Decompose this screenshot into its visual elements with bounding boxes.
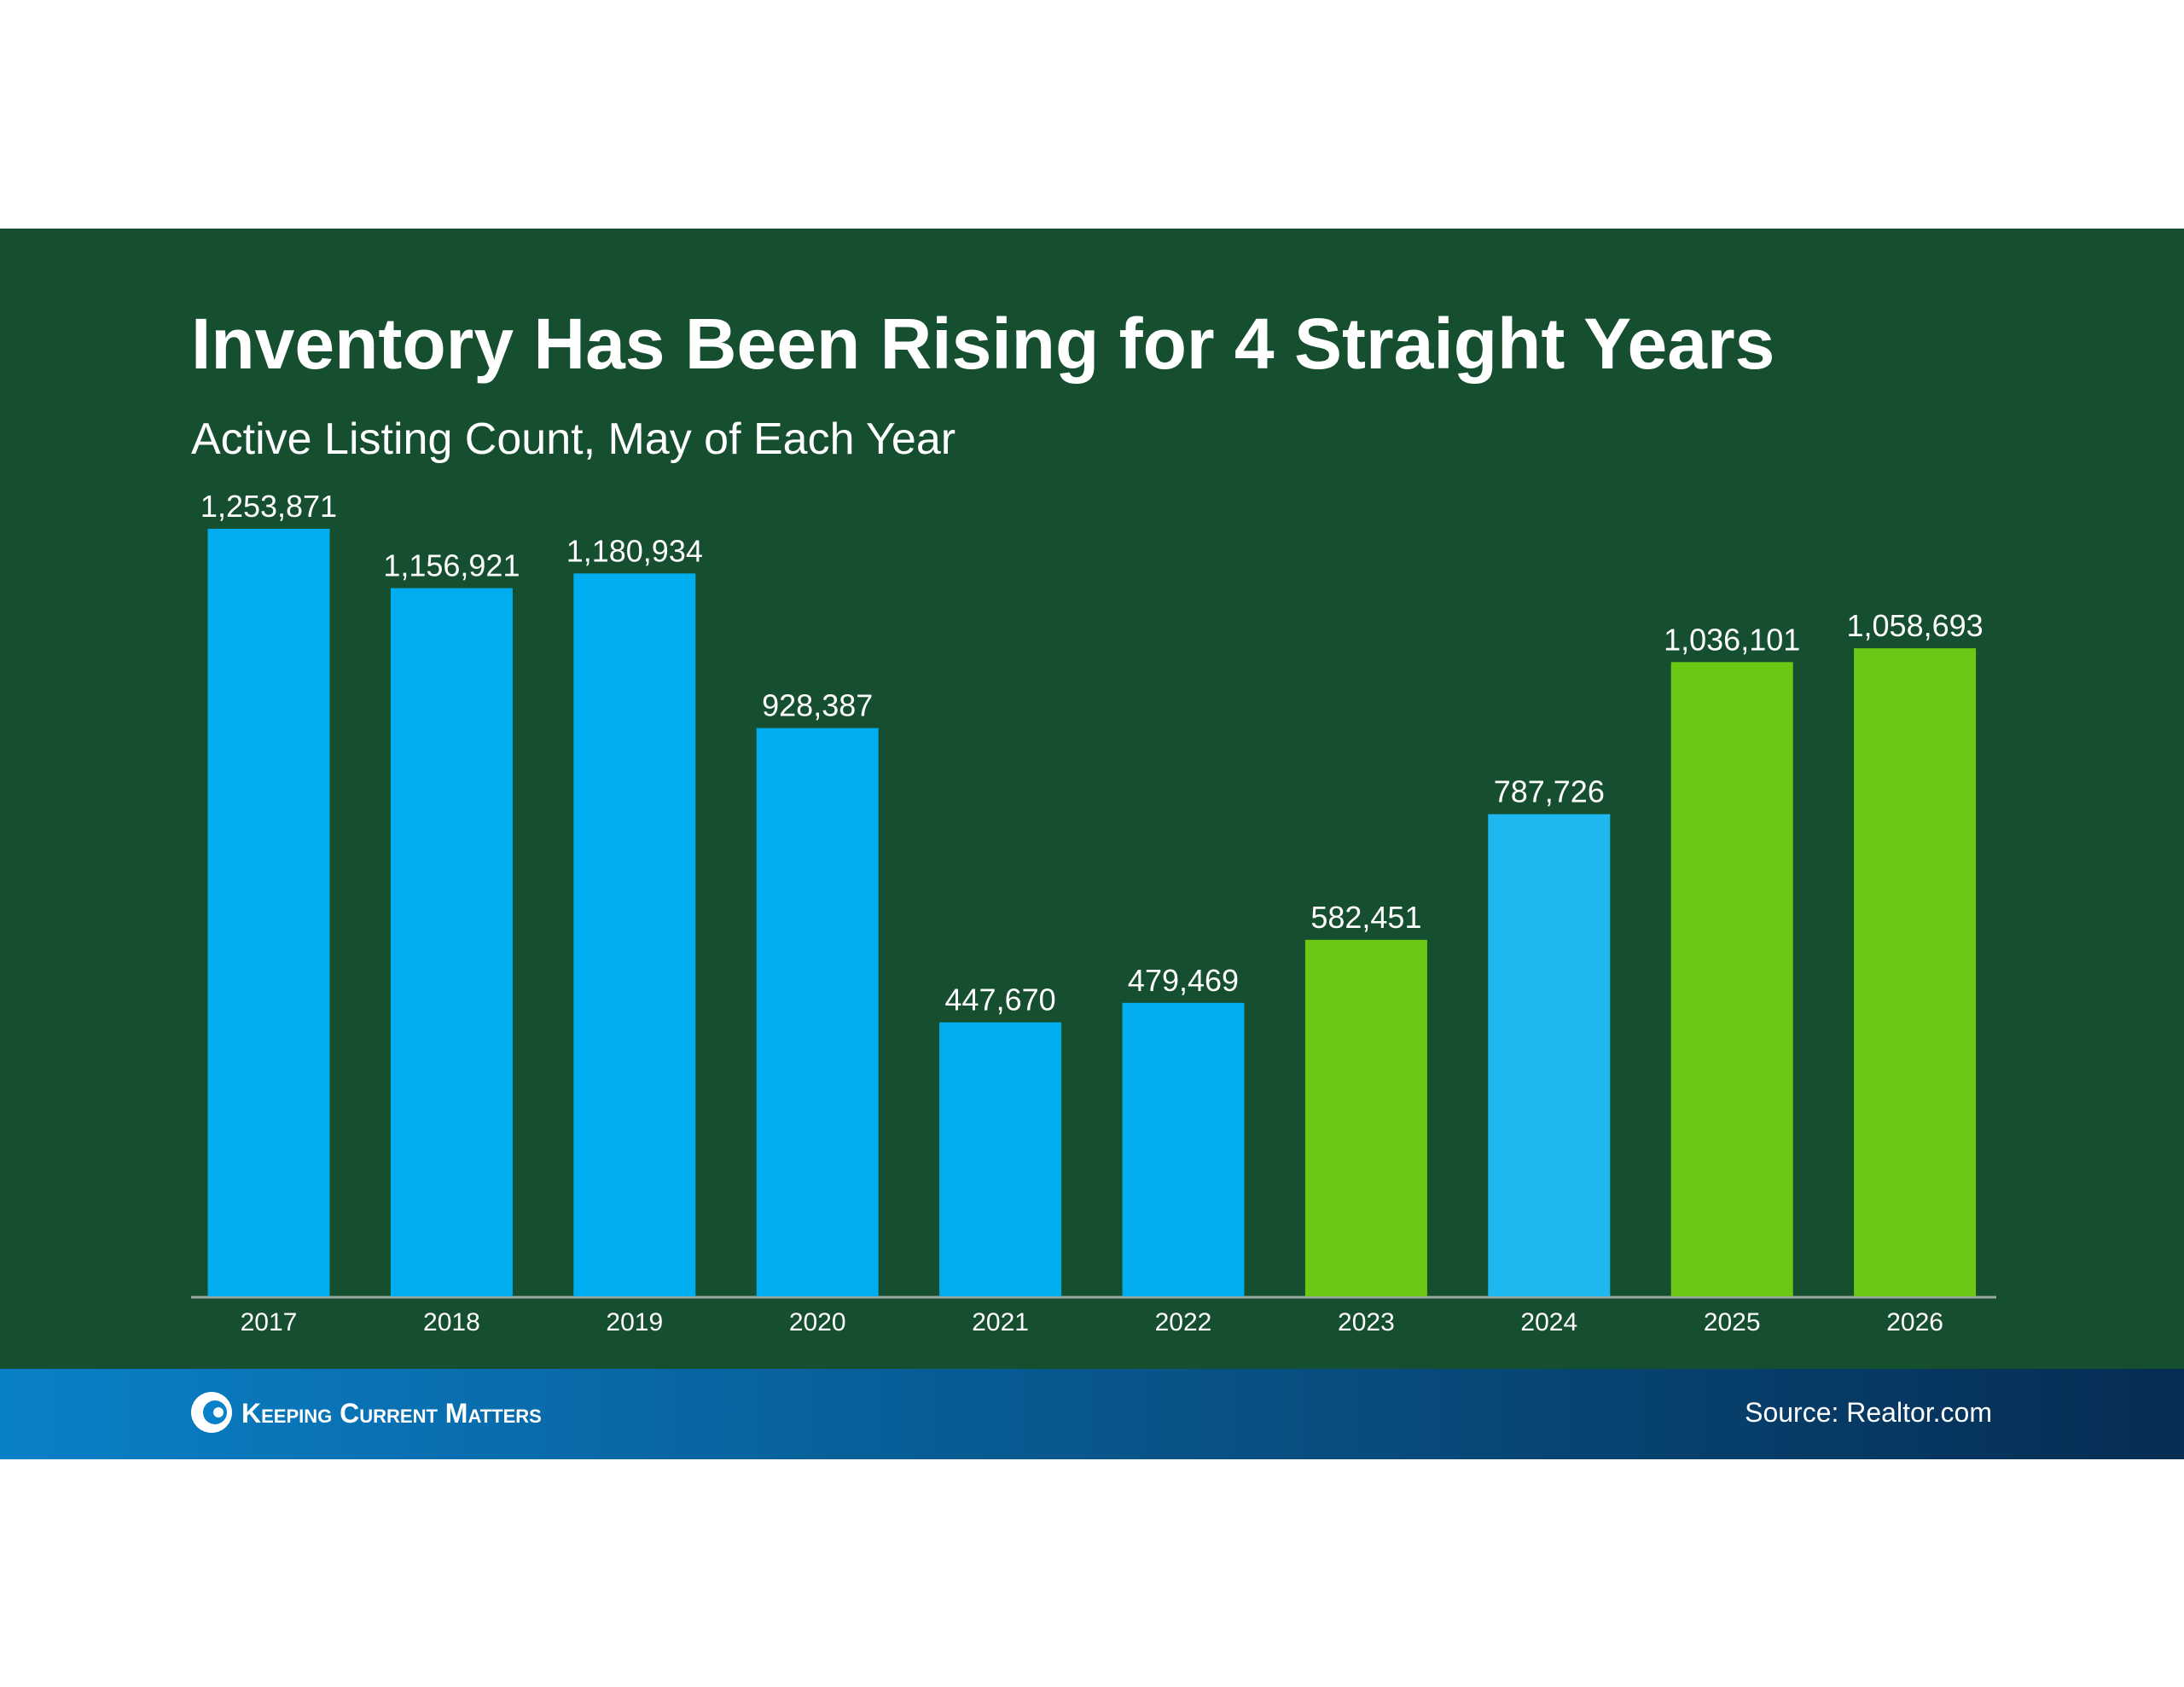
value-label: 447,670 <box>945 983 1056 1017</box>
background <box>0 229 2184 1369</box>
chart-title: Inventory Has Been Rising for 4 Straight… <box>191 304 1774 384</box>
value-label: 1,253,871 <box>200 489 337 524</box>
bar <box>1304 939 1427 1296</box>
bar <box>939 1022 1062 1296</box>
value-label: 1,036,101 <box>1664 622 1800 657</box>
x-tick-label: 2023 <box>1338 1308 1395 1336</box>
value-label: 1,058,693 <box>1847 608 1984 643</box>
value-label: 1,180,934 <box>566 533 703 568</box>
footer <box>0 1369 2184 1459</box>
value-label: 787,726 <box>1494 774 1605 809</box>
value-label: 928,387 <box>762 688 873 723</box>
bar <box>1854 648 1977 1296</box>
x-tick-label: 2020 <box>789 1308 846 1336</box>
value-label: 1,156,921 <box>383 548 520 583</box>
x-tick-label: 2025 <box>1704 1308 1761 1336</box>
bar <box>390 588 513 1296</box>
brand: Keeping Current Matters <box>241 1398 542 1429</box>
source: Source: Realtor.com <box>1745 1397 1992 1428</box>
bar <box>1122 1002 1245 1296</box>
x-tick-label: 2026 <box>1886 1308 1943 1336</box>
value-label: 582,451 <box>1310 900 1421 935</box>
bar <box>1670 662 1793 1296</box>
x-tick-label: 2019 <box>606 1308 663 1336</box>
bar <box>1488 814 1611 1296</box>
x-tick-label: 2024 <box>1520 1308 1577 1336</box>
bar <box>573 573 696 1296</box>
chart-subtitle: Active Listing Count, May of Each Year <box>191 415 956 464</box>
x-tick-label: 2022 <box>1155 1308 1212 1336</box>
bar <box>207 529 330 1296</box>
value-label: 479,469 <box>1128 963 1239 998</box>
x-tick-label: 2018 <box>423 1308 480 1336</box>
x-tick-label: 2021 <box>972 1308 1029 1336</box>
logo <box>191 1392 232 1433</box>
x-tick-label: 2017 <box>241 1308 298 1336</box>
bar <box>756 728 879 1296</box>
